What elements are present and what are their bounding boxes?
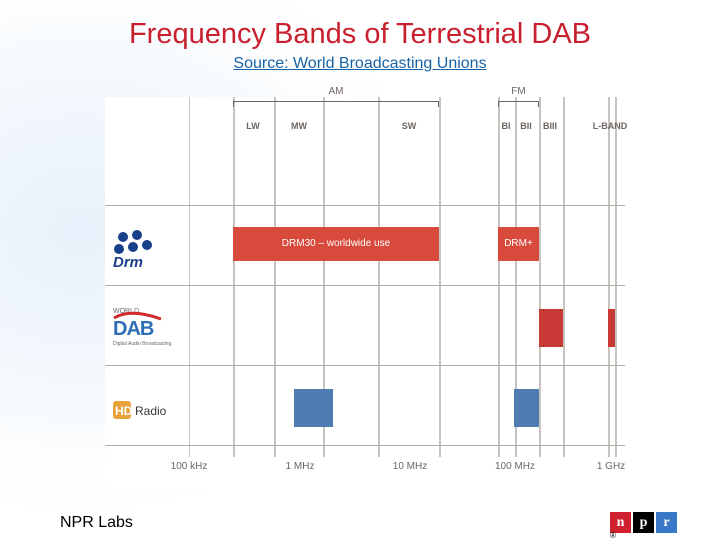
bar-label: DRM30 – worldwide use xyxy=(233,227,439,261)
svg-text:Radio: Radio xyxy=(135,404,167,418)
band-group-label: AM xyxy=(233,101,439,111)
gridline xyxy=(608,97,610,457)
gridline xyxy=(439,97,441,457)
row-divider xyxy=(105,445,625,446)
slide-subtitle: Source: World Broadcasting Unions xyxy=(0,55,720,73)
dab-logo-icon: WORLDDABDigital Audio Broadcasting xyxy=(111,303,179,351)
gridline xyxy=(498,97,500,457)
x-tick-label: 100 MHz xyxy=(485,461,545,472)
drm-logo: Drm xyxy=(111,225,179,273)
sub-band-label: MW xyxy=(279,121,319,131)
svg-text:HD: HD xyxy=(115,404,133,418)
gridline xyxy=(539,97,541,457)
x-tick-label: 1 GHz xyxy=(581,461,641,472)
row-divider xyxy=(105,205,625,206)
npr-logo: npr® xyxy=(610,512,682,536)
x-tick-label: 1 MHz xyxy=(270,461,330,472)
slide: Frequency Bands of Terrestrial DAB Sourc… xyxy=(0,18,720,540)
gridline xyxy=(233,97,235,457)
row-divider xyxy=(105,365,625,366)
sub-band-label: LW xyxy=(233,121,273,131)
footer-label: NPR Labs xyxy=(60,514,133,532)
svg-text:Digital Audio Broadcasting: Digital Audio Broadcasting xyxy=(113,341,172,347)
dab-bar xyxy=(608,309,615,347)
frequency-chart: AMFMLWMWSWBIBIIBIIIL-BANDDrmDRM30 – worl… xyxy=(105,97,625,487)
hdradio-logo: HDRadio xyxy=(111,387,179,435)
hdradio-bar xyxy=(514,389,539,427)
sub-band-label: L-BAND xyxy=(590,121,630,131)
npr-logo-r: r xyxy=(656,512,677,533)
hdradio-logo-icon: HDRadio xyxy=(111,387,179,435)
sub-band-label: SW xyxy=(389,121,429,131)
slide-title: Frequency Bands of Terrestrial DAB xyxy=(0,18,720,51)
registered-mark: ® xyxy=(610,531,616,540)
drm-bar: DRM+ xyxy=(498,227,539,261)
npr-logo-p: p xyxy=(633,512,654,533)
bar-label: DRM+ xyxy=(498,227,539,261)
dab-bar xyxy=(539,309,563,347)
gridline xyxy=(563,97,565,457)
gridline xyxy=(274,97,276,457)
sub-band-label: BIII xyxy=(530,121,570,131)
drm-logo-icon: Drm xyxy=(111,225,179,273)
gridline xyxy=(189,97,190,457)
row-divider xyxy=(105,285,625,286)
drm-bar: DRM30 – worldwide use xyxy=(233,227,439,261)
band-group-label: FM xyxy=(498,101,539,111)
x-tick-label: 100 kHz xyxy=(159,461,219,472)
svg-text:Drm: Drm xyxy=(113,254,143,271)
gridline xyxy=(378,97,380,457)
gridline xyxy=(615,97,617,457)
x-tick-label: 10 MHz xyxy=(380,461,440,472)
hdradio-bar xyxy=(294,389,333,427)
npr-logo-n: n xyxy=(610,512,631,533)
dab-logo: WORLDDABDigital Audio Broadcasting xyxy=(111,303,179,351)
svg-text:DAB: DAB xyxy=(113,318,154,340)
